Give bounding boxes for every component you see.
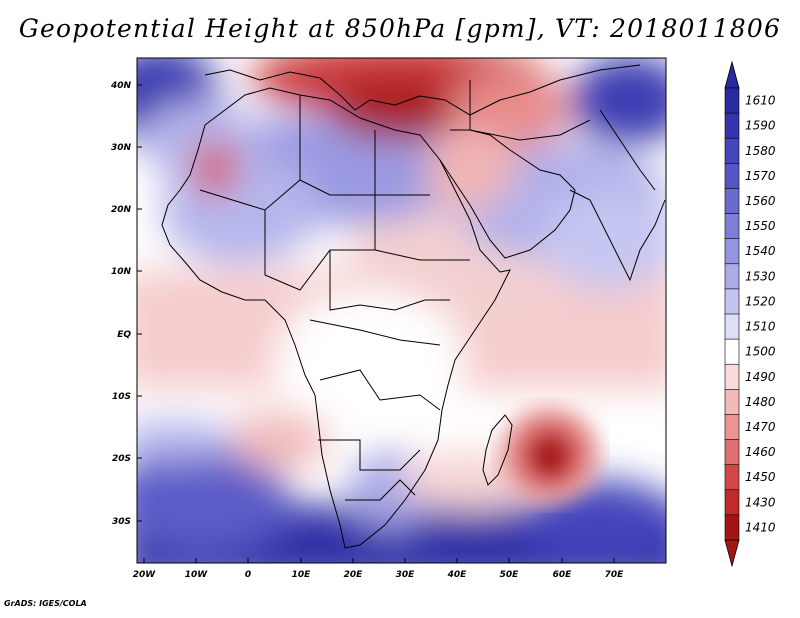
y-label-20n: 20N: [111, 205, 132, 215]
coastlines: [161, 64, 666, 549]
colorbar-cell: [724, 263, 740, 290]
colorbar-label: 1410: [745, 520, 776, 534]
europe-coastline: [204, 64, 641, 116]
colorbar-label: 1570: [745, 169, 776, 183]
map-frame: [136, 57, 667, 564]
colorbar-cell: [724, 389, 740, 416]
x-label-0: 0: [245, 570, 251, 580]
height-field: [137, 58, 666, 563]
colorbar-cell: [724, 137, 740, 164]
colorbar-label: 1470: [745, 420, 776, 434]
colorbar-label: 1530: [745, 269, 776, 283]
africa-coastline: [161, 87, 511, 549]
colorbar-label: 1520: [745, 294, 776, 308]
y-label-40n: 40N: [110, 81, 132, 91]
colorbar-label: 1610: [745, 94, 776, 108]
colorbar-label: 1550: [745, 219, 776, 233]
y-label-30s: 30S: [112, 517, 131, 527]
madagascar-coastline: [482, 414, 513, 486]
colorbar-cell: [724, 87, 740, 114]
x-label-70e: 70E: [605, 570, 625, 580]
colorbar-label: 1510: [745, 320, 776, 334]
colorbar-cell: [724, 439, 740, 466]
colorbar-cell: [724, 313, 740, 340]
colorbar-cell: [724, 213, 740, 240]
x-label-60e: 60E: [553, 570, 573, 580]
colorbar-label: 1430: [745, 495, 776, 509]
x-label-20e: 20E: [344, 570, 364, 580]
colorbar-label: 1490: [745, 370, 776, 384]
colorbar-cells: [724, 87, 740, 541]
arabia-coastline: [439, 129, 576, 259]
colorbar-cell: [724, 414, 740, 441]
grads-credit: GrADS: IGES/COLA: [4, 599, 87, 608]
x-label-40e: 40E: [447, 570, 468, 580]
chart-title: Geopotential Height at 850hPa [gpm], VT:…: [18, 14, 782, 43]
colorbar-label: 1560: [745, 194, 776, 208]
y-axis: 40N 30N 20N 10N EQ 10S 20S 30S: [110, 81, 142, 527]
india-coastline: [569, 189, 666, 282]
colorbar-cell: [724, 489, 740, 516]
colorbar-label: 1450: [745, 470, 776, 484]
colorbar-cap-bottom: [724, 539, 740, 568]
x-label-50e: 50E: [500, 570, 520, 580]
colorbar-label: 1580: [745, 144, 776, 158]
y-label-20s: 20S: [112, 454, 131, 464]
colorbar: 1610 1590 1580 1570 1560 1550 1540 1530 1520 1510…: [724, 60, 776, 568]
colorbar-cell: [724, 288, 740, 315]
colorbar-label: 1540: [745, 244, 776, 258]
y-label-10n: 10N: [111, 267, 132, 277]
colorbar-cell: [724, 163, 740, 190]
x-label-20w: 20W: [133, 570, 157, 580]
colorbar-labels: 1610 1590 1580 1570 1560 1550 1540 1530 1520 1510…: [745, 94, 776, 535]
x-label-10e: 10E: [292, 570, 312, 580]
border-lines: [199, 179, 430, 211]
y-label-30n: 30N: [111, 143, 132, 153]
y-label-eq: EQ: [117, 330, 131, 340]
colorbar-label: 1460: [745, 445, 776, 459]
colorbar-label: 1500: [745, 345, 776, 359]
x-label-10w: 10W: [185, 570, 209, 580]
colorbar-cell: [724, 238, 740, 265]
x-label-30e: 30E: [396, 570, 416, 580]
colorbar-cell: [724, 514, 740, 541]
colorbar-label: 1480: [745, 395, 776, 409]
colorbar-cell: [724, 338, 740, 365]
colorbar-cell: [724, 464, 740, 491]
y-label-10s: 10S: [112, 392, 131, 402]
colorbar-cell: [724, 188, 740, 215]
colorbar-cell: [724, 112, 740, 139]
x-axis: 20W 10W 0 10E 20E 30E 40E 50E 60E 70E: [133, 558, 624, 580]
colorbar-cap-top: [724, 60, 740, 89]
colorbar-label: 1590: [745, 119, 776, 133]
colorbar-cell: [724, 363, 740, 390]
